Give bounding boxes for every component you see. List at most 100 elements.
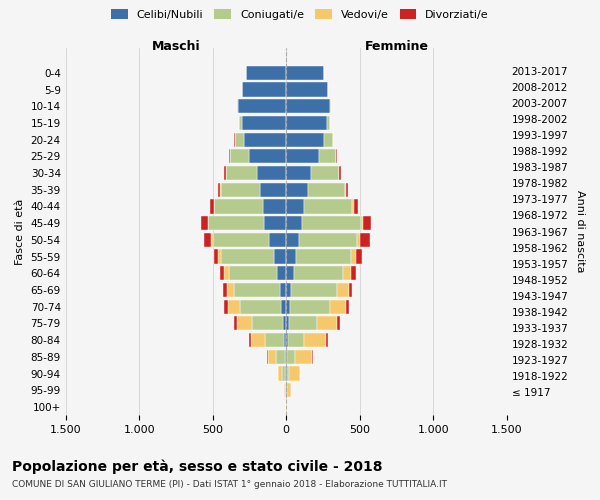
Bar (328, 116, 329, 130)
Bar (302, 216, 361, 230)
Bar (286, 350, 287, 364)
Bar (286, 149, 319, 164)
Bar (286, 99, 331, 114)
Bar (276, 350, 285, 364)
Bar (337, 316, 340, 330)
Bar (325, 132, 332, 146)
Bar (251, 316, 283, 330)
Bar (228, 300, 240, 314)
Bar (287, 350, 295, 364)
Bar (286, 283, 292, 297)
Bar (251, 333, 265, 347)
Bar (237, 99, 238, 114)
Bar (349, 283, 352, 297)
Bar (242, 116, 286, 130)
Bar (286, 400, 287, 414)
Text: Femmine: Femmine (364, 40, 428, 53)
Bar (204, 233, 211, 247)
Bar (218, 250, 221, 264)
Bar (340, 166, 341, 180)
Bar (223, 283, 227, 297)
Bar (224, 166, 226, 180)
Bar (299, 233, 357, 247)
Bar (286, 182, 308, 197)
Bar (364, 216, 371, 230)
Bar (230, 149, 250, 164)
Bar (269, 233, 286, 247)
Bar (239, 116, 242, 130)
Bar (229, 149, 230, 164)
Bar (317, 316, 337, 330)
Bar (287, 366, 289, 380)
Bar (224, 300, 228, 314)
Bar (295, 350, 313, 364)
Bar (286, 200, 304, 213)
Bar (286, 166, 311, 180)
Bar (361, 233, 370, 247)
Bar (319, 149, 336, 164)
Bar (308, 182, 345, 197)
Bar (284, 333, 286, 347)
Y-axis label: Anni di nascita: Anni di nascita (575, 190, 585, 273)
Bar (352, 200, 353, 213)
Bar (234, 316, 237, 330)
Bar (280, 283, 286, 297)
Bar (311, 166, 339, 180)
Bar (263, 200, 286, 213)
Bar (283, 316, 286, 330)
Bar (286, 333, 288, 347)
Bar (285, 383, 286, 398)
Text: Popolazione per età, sesso e stato civile - 2018: Popolazione per età, sesso e stato civil… (12, 460, 383, 474)
Bar (288, 333, 304, 347)
Text: Maschi: Maschi (152, 40, 200, 53)
Bar (238, 99, 286, 114)
Bar (296, 250, 351, 264)
Bar (235, 132, 244, 146)
Bar (286, 216, 302, 230)
Bar (286, 266, 293, 280)
Bar (293, 266, 343, 280)
Bar (304, 200, 352, 213)
Bar (268, 350, 276, 364)
Bar (210, 200, 214, 213)
Bar (286, 250, 296, 264)
Bar (214, 250, 218, 264)
Bar (286, 116, 328, 130)
Bar (292, 283, 337, 297)
Bar (287, 383, 291, 398)
Legend: Celibi/Nubili, Coniugati/e, Vedovi/e, Divorziati/e: Celibi/Nubili, Coniugati/e, Vedovi/e, Di… (108, 6, 492, 23)
Bar (201, 216, 208, 230)
Bar (274, 250, 286, 264)
Bar (242, 82, 286, 96)
Bar (218, 182, 220, 197)
Bar (281, 300, 286, 314)
Bar (237, 316, 251, 330)
Bar (229, 266, 277, 280)
Bar (351, 250, 356, 264)
Bar (247, 66, 286, 80)
Bar (343, 266, 351, 280)
Bar (346, 300, 349, 314)
Bar (290, 300, 329, 314)
Bar (326, 333, 328, 347)
Bar (211, 233, 212, 247)
Bar (212, 233, 269, 247)
Bar (240, 300, 281, 314)
Bar (226, 166, 257, 180)
Bar (234, 283, 280, 297)
Bar (284, 383, 285, 398)
Bar (221, 250, 274, 264)
Bar (244, 132, 286, 146)
Bar (250, 333, 251, 347)
Bar (286, 316, 289, 330)
Bar (277, 266, 286, 280)
Bar (285, 350, 286, 364)
Bar (224, 266, 229, 280)
Bar (264, 216, 286, 230)
Bar (286, 366, 287, 380)
Bar (227, 283, 234, 297)
Bar (346, 182, 348, 197)
Bar (257, 166, 286, 180)
Bar (361, 216, 364, 230)
Bar (286, 300, 290, 314)
